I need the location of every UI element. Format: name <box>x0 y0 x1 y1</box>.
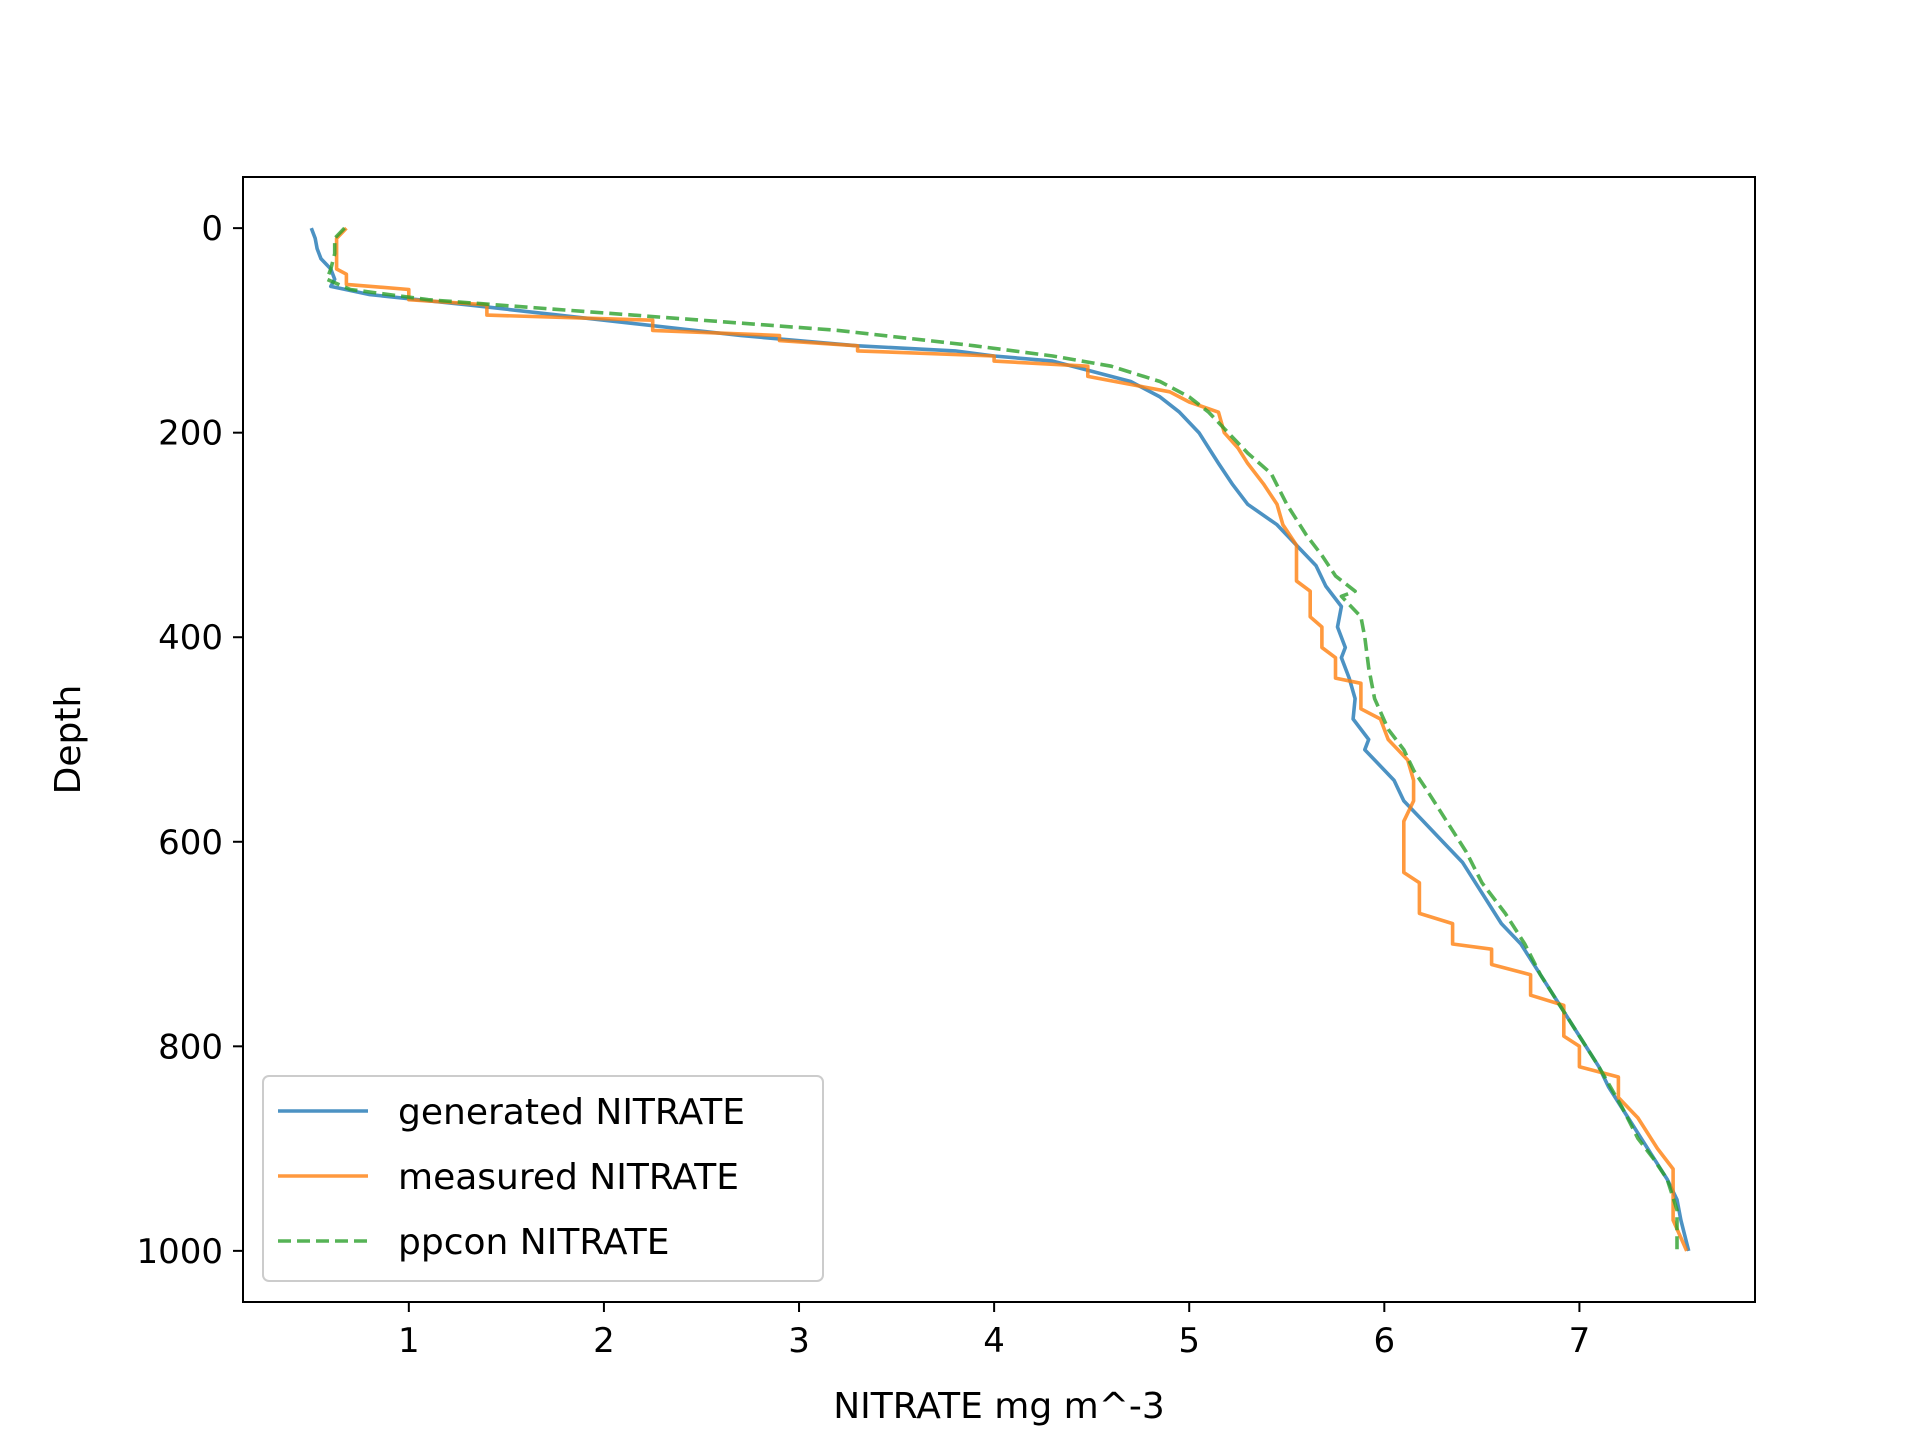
legend-box <box>262 1075 824 1282</box>
x-tick-label: 3 <box>788 1321 810 1361</box>
series-line-3 <box>325 226 1679 1251</box>
y-tick-label: 0 <box>201 209 223 249</box>
legend-label-3: ppcon NITRATE <box>398 1222 669 1263</box>
series-line-2 <box>334 226 1689 1252</box>
x-tick-label: 7 <box>1569 1321 1591 1361</box>
x-tick-label: 5 <box>1178 1321 1200 1361</box>
series-line-1 <box>309 227 1691 1252</box>
y-tick-label: 200 <box>158 414 223 454</box>
legend-label-1: generated NITRATE <box>398 1092 745 1133</box>
x-tick-label: 2 <box>593 1321 615 1361</box>
legend: generated NITRATE measured NITRATE ppcon N… <box>262 1075 824 1282</box>
legend-label-2: measured NITRATE <box>398 1157 739 1198</box>
x-tick-label: 1 <box>398 1321 420 1361</box>
y-tick-label: 600 <box>158 823 223 863</box>
y-tick-label: 800 <box>158 1027 223 1067</box>
axes: 1 2 3 4 5 6 7 0 200 400 600 800 1000 <box>136 176 1756 1361</box>
y-tick-label: 1000 <box>136 1232 223 1272</box>
y-tick-label: 400 <box>158 618 223 658</box>
plot-area <box>309 226 1691 1252</box>
x-tick-label: 4 <box>983 1321 1005 1361</box>
plot-frame <box>242 176 1756 1303</box>
y-axis-label: Depth <box>48 685 89 795</box>
x-tick-label: 6 <box>1373 1321 1395 1361</box>
x-axis-label: NITRATE mg m^-3 <box>833 1386 1165 1427</box>
